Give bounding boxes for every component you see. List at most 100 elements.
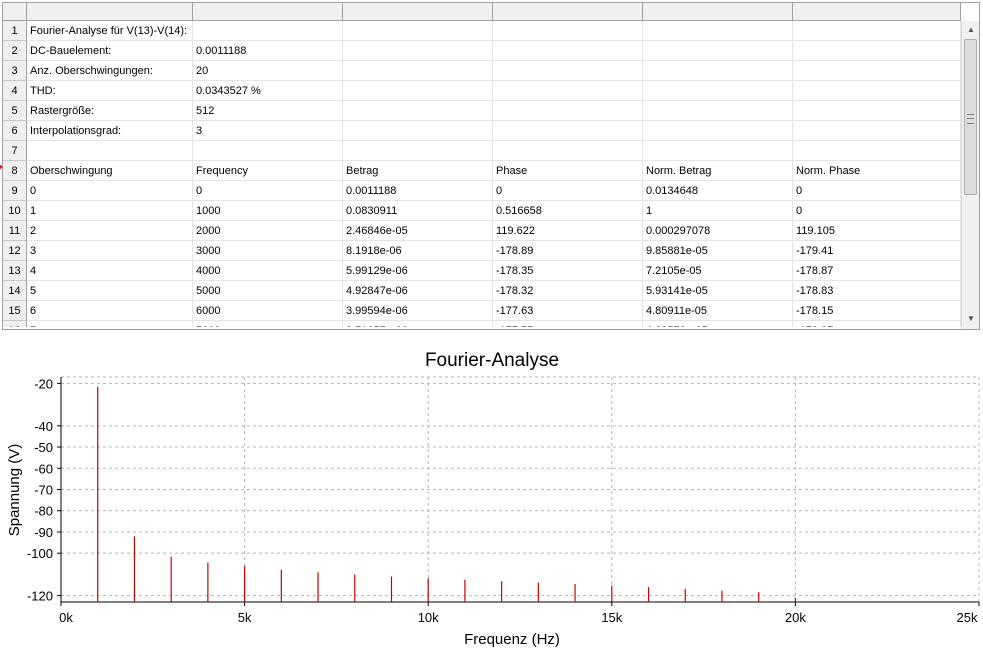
table-cell[interactable] xyxy=(343,41,493,61)
column-header-c[interactable] xyxy=(343,3,493,20)
row-number[interactable]: 4 xyxy=(3,81,27,101)
table-cell[interactable] xyxy=(493,61,643,81)
table-cell[interactable]: -178.27 xyxy=(793,321,961,327)
table-cell[interactable]: 0.0011188 xyxy=(343,181,493,201)
table-cell[interactable]: 4000 xyxy=(193,261,343,281)
table-cell[interactable]: 7 xyxy=(27,321,193,327)
table-cell[interactable]: 0.0830911 xyxy=(343,201,493,221)
scrollbar-thumb[interactable] xyxy=(964,39,977,195)
table-cell[interactable]: 0.0134648 xyxy=(643,181,793,201)
table-cell[interactable]: 0.516658 xyxy=(493,201,643,221)
table-cell[interactable]: 1000 xyxy=(193,201,343,221)
column-header-d[interactable] xyxy=(493,3,643,20)
table-cell[interactable]: 5000 xyxy=(193,281,343,301)
row-number[interactable]: 11 xyxy=(3,221,27,241)
table-cell[interactable]: -178.89 xyxy=(493,241,643,261)
row-number[interactable]: 7 xyxy=(3,141,27,161)
table-cell[interactable]: 119.105 xyxy=(793,221,961,241)
table-cell[interactable] xyxy=(193,141,343,161)
row-number[interactable]: 2 xyxy=(3,41,27,61)
table-cell[interactable] xyxy=(793,21,961,41)
row-number[interactable]: 14 xyxy=(3,281,27,301)
table-cell[interactable] xyxy=(643,121,793,141)
table-cell[interactable]: -178.35 xyxy=(493,261,643,281)
table-cell[interactable]: 9.85881e-05 xyxy=(643,241,793,261)
row-number[interactable]: 10 xyxy=(3,201,27,221)
scroll-down-arrow-icon[interactable]: ▼ xyxy=(967,314,975,323)
table-cell[interactable]: 7.2105e-05 xyxy=(643,261,793,281)
table-cell[interactable]: 8.1918e-06 xyxy=(343,241,493,261)
table-cell[interactable] xyxy=(643,41,793,61)
table-cell[interactable]: -178.15 xyxy=(793,301,961,321)
select-all-corner[interactable] xyxy=(3,3,27,20)
table-cell[interactable]: 3.51057e-06 xyxy=(343,321,493,327)
table-cell[interactable]: -178.32 xyxy=(493,281,643,301)
table-cell[interactable] xyxy=(793,141,961,161)
table-cell[interactable]: 7000 xyxy=(193,321,343,327)
table-cell[interactable]: 4.92847e-06 xyxy=(343,281,493,301)
table-cell[interactable]: 4.23579e-05 xyxy=(643,321,793,327)
row-number[interactable]: 3 xyxy=(3,61,27,81)
table-cell[interactable]: 3 xyxy=(27,241,193,261)
table-cell[interactable]: Fourier-Analyse für V(13)-V(14): xyxy=(27,21,193,41)
row-number[interactable]: 13 xyxy=(3,261,27,281)
table-cell[interactable] xyxy=(643,141,793,161)
table-cell[interactable] xyxy=(643,101,793,121)
table-cell[interactable]: Rastergröße: xyxy=(27,101,193,121)
table-cell[interactable]: -177.75 xyxy=(493,321,643,327)
column-header-e[interactable] xyxy=(643,3,793,20)
table-cell[interactable] xyxy=(343,141,493,161)
row-number[interactable]: 15 xyxy=(3,301,27,321)
table-cell[interactable]: 0 xyxy=(793,201,961,221)
table-cell[interactable]: 3 xyxy=(193,121,343,141)
table-cell[interactable]: Oberschwingung xyxy=(27,161,193,181)
table-cell[interactable]: DC-Bauelement: xyxy=(27,41,193,61)
table-cell[interactable] xyxy=(343,61,493,81)
table-cell[interactable] xyxy=(493,121,643,141)
table-cell[interactable]: 0 xyxy=(27,181,193,201)
table-cell[interactable]: 3000 xyxy=(193,241,343,261)
table-cell[interactable] xyxy=(493,41,643,61)
table-cell[interactable]: Norm. Betrag xyxy=(643,161,793,181)
table-cell[interactable]: 0 xyxy=(193,181,343,201)
table-cell[interactable]: Betrag xyxy=(343,161,493,181)
table-cell[interactable]: 4.80911e-05 xyxy=(643,301,793,321)
row-number[interactable]: 6 xyxy=(3,121,27,141)
table-cell[interactable]: 2 xyxy=(27,221,193,241)
table-cell[interactable]: -178.83 xyxy=(793,281,961,301)
table-cell[interactable]: 5.93141e-05 xyxy=(643,281,793,301)
scroll-up-arrow-icon[interactable]: ▲ xyxy=(967,25,975,34)
table-cell[interactable]: THD: xyxy=(27,81,193,101)
table-cell[interactable] xyxy=(27,141,193,161)
table-cell[interactable] xyxy=(493,21,643,41)
table-cell[interactable]: 5 xyxy=(27,281,193,301)
table-cell[interactable]: Frequency xyxy=(193,161,343,181)
row-number[interactable]: 16 xyxy=(3,321,27,327)
table-cell[interactable] xyxy=(643,81,793,101)
table-cell[interactable] xyxy=(493,101,643,121)
table-cell[interactable] xyxy=(343,121,493,141)
table-cell[interactable]: -177.63 xyxy=(493,301,643,321)
table-cell[interactable]: 5.99129e-06 xyxy=(343,261,493,281)
table-cell[interactable]: 3.99594e-06 xyxy=(343,301,493,321)
table-cell[interactable] xyxy=(343,101,493,121)
table-cell[interactable]: 0.0011188 xyxy=(193,41,343,61)
row-number[interactable]: 1 xyxy=(3,21,27,41)
table-cell[interactable]: 1 xyxy=(643,201,793,221)
row-number[interactable]: 9 xyxy=(3,181,27,201)
table-cell[interactable] xyxy=(343,21,493,41)
column-header-a[interactable] xyxy=(27,3,193,20)
table-cell[interactable]: 119.622 xyxy=(493,221,643,241)
table-cell[interactable]: 6000 xyxy=(193,301,343,321)
table-cell[interactable]: 20 xyxy=(193,61,343,81)
table-cell[interactable]: Norm. Phase xyxy=(793,161,961,181)
table-cell[interactable]: -179.41 xyxy=(793,241,961,261)
table-cell[interactable]: 512 xyxy=(193,101,343,121)
table-cell[interactable] xyxy=(793,121,961,141)
table-cell[interactable] xyxy=(793,101,961,121)
row-number[interactable]: 5 xyxy=(3,101,27,121)
column-header-f[interactable] xyxy=(793,3,961,20)
table-cell[interactable] xyxy=(793,61,961,81)
table-cell[interactable] xyxy=(493,81,643,101)
table-cell[interactable] xyxy=(493,141,643,161)
